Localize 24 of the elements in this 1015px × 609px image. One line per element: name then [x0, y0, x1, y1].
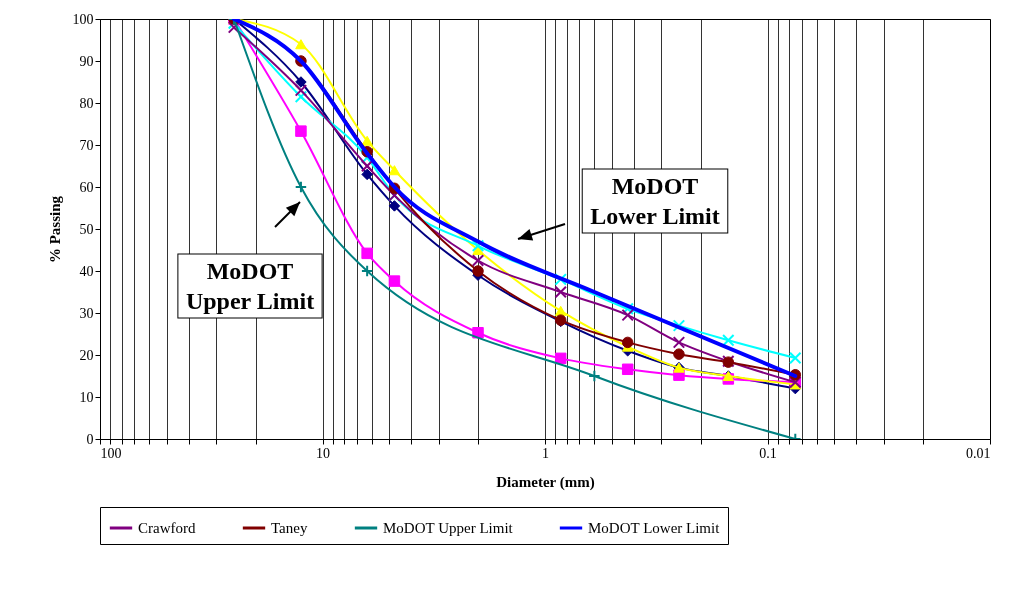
y-tick-label: 0 — [86, 431, 94, 447]
y-tick-label: 40 — [79, 263, 94, 279]
x-tick-label: 1 — [542, 445, 549, 461]
legend-label: Taney — [271, 520, 308, 536]
legend-label: MoDOT Lower Limit — [588, 520, 721, 536]
y-tick-label: 80 — [79, 95, 94, 111]
y-tick-label: 10 — [79, 389, 94, 405]
x-tick-label: 100 — [100, 445, 122, 461]
x-tick-label: 0.01 — [966, 445, 991, 461]
y-tick-label: 60 — [79, 179, 94, 195]
y-tick-label: 70 — [79, 137, 94, 153]
y-axis-title: % Passing — [46, 195, 63, 264]
y-tick-label: 30 — [79, 305, 94, 321]
x-tick-label: 10 — [316, 445, 330, 461]
y-tick-label: 50 — [79, 221, 94, 237]
annotation: MoDOT Upper Limit — [185, 258, 315, 314]
y-tick-label: 90 — [79, 53, 94, 69]
x-tick-label: 0.1 — [759, 445, 777, 461]
y-tick-label: 100 — [72, 11, 94, 27]
legend-label: MoDOT Upper Limit — [383, 520, 514, 536]
x-axis-title: Diameter (mm) — [496, 473, 595, 491]
annotation: MoDOT Lower Limit — [590, 173, 720, 229]
y-tick-label: 20 — [79, 347, 94, 363]
legend-label: Crawford — [138, 520, 196, 536]
